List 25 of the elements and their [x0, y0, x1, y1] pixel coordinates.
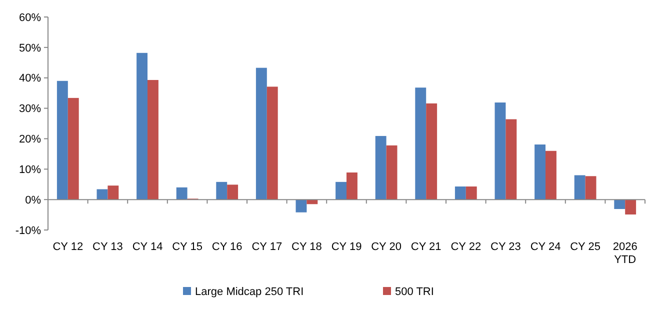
x-tick-label: CY 24 [530, 241, 561, 253]
x-tick-label: CY 25 [570, 241, 600, 253]
x-tick-label: CY 23 [490, 241, 521, 253]
x-tick-label: CY 13 [92, 241, 123, 253]
x-tick-label: CY 19 [331, 241, 362, 253]
y-tick-label: -10% [15, 224, 42, 237]
x-tick-label: CY 17 [252, 241, 282, 253]
x-tick-label: CY 18 [292, 241, 322, 253]
x-tick-label: CY 21 [410, 241, 442, 253]
x-tick-label: CY 14 [132, 241, 163, 253]
x-tick-label: CY 20 [371, 241, 402, 253]
x-tick-label: CY 16 [212, 241, 242, 253]
x-tick-label: CY 22 [450, 241, 482, 253]
y-tick-label: 10% [18, 164, 42, 176]
x-tick-label: 2026 YTD [612, 241, 638, 266]
y-tick-label: 0% [25, 194, 42, 206]
legend-label: Large Midcap 250 TRI [195, 286, 304, 298]
y-tick-label: 50% [18, 42, 42, 54]
y-tick-label: 60% [18, 12, 42, 24]
y-tick-label: 40% [18, 72, 42, 85]
y-tick-label: 30% [18, 103, 42, 116]
y-tick-label: 20% [18, 134, 42, 146]
x-tick-label: CY 15 [172, 241, 202, 253]
legend-label: 500 TRI [395, 286, 434, 298]
x-tick-label: CY 12 [52, 241, 84, 253]
